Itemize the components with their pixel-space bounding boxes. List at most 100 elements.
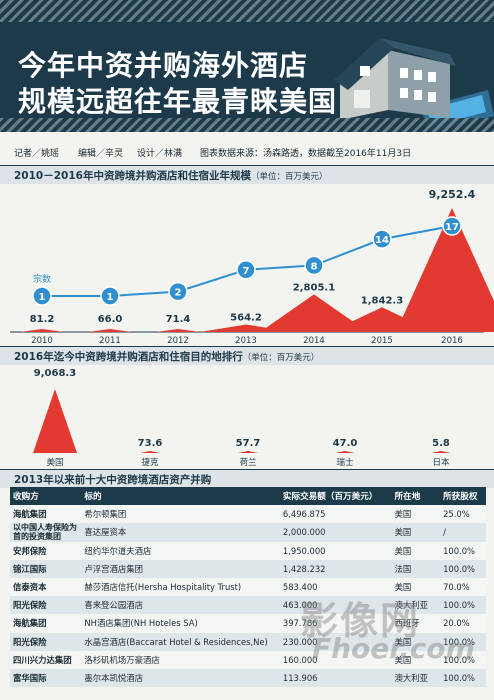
deal-count-label: 14 bbox=[375, 235, 389, 246]
table-cell: 463.000 bbox=[279, 596, 392, 615]
destination-triangle bbox=[335, 451, 355, 453]
destination-name-label: 瑞士 bbox=[336, 457, 354, 468]
design-credit: 设计／林满 bbox=[137, 149, 183, 159]
destination-value-label: 5.8 bbox=[432, 438, 450, 449]
value-triangle bbox=[88, 329, 132, 332]
title-line-2: 规模远超往年最青睐美国 bbox=[18, 85, 338, 118]
header-banner: 今年中资并购海外酒店 规模远超往年最青睐美国 bbox=[0, 0, 494, 132]
value-label: 564.2 bbox=[230, 312, 262, 323]
table-row: 信泰资本 赫莎酒店信托(Hersha Hospitality Trust) 583.… bbox=[10, 577, 486, 597]
value-label: 9,252.4 bbox=[429, 188, 476, 201]
deal-count-marker bbox=[236, 260, 256, 280]
table-cell: 墨尔本凯悦酒店 bbox=[81, 668, 280, 688]
table-header-cell: 所获股权 bbox=[440, 487, 486, 506]
table-cell: 安邦保险 bbox=[10, 541, 82, 560]
editor-credit: 编辑／辛灵 bbox=[78, 149, 124, 159]
destination-triangle bbox=[140, 451, 160, 453]
house-illustration bbox=[334, 38, 494, 132]
table-cell: NH酒店集团(NH Hoteles SA) bbox=[81, 614, 280, 633]
deal-count-label: 7 bbox=[243, 266, 250, 277]
table-cell: 70.0% bbox=[440, 577, 486, 597]
table-cell: 澳大利亚 bbox=[391, 668, 441, 688]
deal-count-marker bbox=[372, 229, 392, 249]
table-cell: 锦江国际 bbox=[10, 559, 82, 578]
year-tick-label: 2013 bbox=[235, 336, 257, 346]
table-cell: 160.000 bbox=[279, 650, 392, 669]
credits-row: 记者／姚瑶 编辑／辛灵 设计／林满 图表数据来源：汤森路透，数据截至2016年1… bbox=[0, 143, 494, 161]
table-cell: 洛杉矶机场万豪酒店 bbox=[81, 650, 280, 669]
table-cell: 美国 bbox=[391, 541, 441, 560]
table-cell: 6,496.875 bbox=[279, 505, 392, 524]
table-row: 海航集团 希尔顿集团 6,496.875 美国 25.0% bbox=[10, 505, 486, 524]
table-cell: 阳光保险 bbox=[10, 596, 82, 615]
table-row: 四川兴力达集团 洛杉矶机场万豪酒店 160.000 美国 100.0% bbox=[10, 650, 486, 669]
value-label: 2,805.1 bbox=[293, 282, 335, 293]
deal-count-label: 17 bbox=[445, 222, 459, 233]
table-cell: 美国 bbox=[391, 632, 441, 651]
table-cell: 阳光保险 bbox=[10, 632, 82, 651]
destination-name-label: 荷兰 bbox=[239, 457, 256, 468]
year-tick-label: 2015 bbox=[371, 336, 393, 346]
table-cell: 美国 bbox=[391, 505, 441, 524]
deal-count-marker bbox=[304, 255, 324, 276]
watermark-url: Fhoer.com bbox=[312, 632, 475, 665]
table-row: 阳光保险 喜来登公园酒店 463.000 澳大利亚 100.0% bbox=[10, 596, 486, 615]
watermark-text: 影像网 bbox=[300, 599, 421, 643]
destination-ranking-chart: 9,068.3 美国 73.6 捷克 57.7 荷兰 47.0 瑞士 5.8 日本 bbox=[33, 368, 451, 468]
table-cell: 397.786 bbox=[279, 614, 392, 633]
destination-triangle bbox=[431, 451, 451, 453]
year-tick-label: 2014 bbox=[303, 336, 325, 346]
table-title-bar: 2013年以来前十大中资跨境酒店资产并购 bbox=[0, 469, 494, 488]
table-cell: 信泰资本 bbox=[10, 577, 82, 597]
table-row: 富华国际 墨尔本凯悦酒店 113.906 澳大利亚 100.0% bbox=[10, 668, 486, 688]
table-cell: 230.000 bbox=[279, 632, 392, 651]
table-cell: 100.0% bbox=[440, 596, 486, 615]
chart1-title: 2010－2016年中资跨境并购酒店和住宿业年规模（单位：百万美元） bbox=[14, 170, 328, 182]
table-cell: 113.906 bbox=[279, 668, 392, 688]
table-cell: 美国 bbox=[391, 523, 441, 542]
value-label: 66.0 bbox=[98, 314, 123, 325]
table-cell: 20.0% bbox=[440, 614, 486, 633]
table-cell: 25.0% bbox=[440, 505, 486, 524]
table-cell: 喜达屋资本 bbox=[81, 523, 280, 542]
table-cell: 2,000.000 bbox=[279, 523, 392, 542]
table-header-cell: 收购方 bbox=[10, 487, 82, 506]
table-cell: 卢浮宫酒店集团 bbox=[81, 559, 280, 578]
destination-value-label: 57.7 bbox=[236, 438, 261, 449]
table-cell: 海航集团 bbox=[10, 614, 82, 633]
deal-count-label: 1 bbox=[107, 292, 114, 303]
deal-count-label: 2 bbox=[175, 288, 182, 299]
table-cell: 100.0% bbox=[440, 668, 486, 688]
table-header-cell: 实际交易额（百万美元） bbox=[279, 487, 392, 506]
table-cell: 法国 bbox=[391, 559, 441, 578]
table-header-cell: 所在地 bbox=[391, 487, 441, 506]
table-header-row: 收购方 标的 实际交易额（百万美元） 所在地 所获股权 bbox=[10, 487, 486, 506]
destination-name-label: 日本 bbox=[432, 457, 450, 468]
table-cell: 美国 bbox=[391, 650, 441, 669]
year-tick-label: 2010 bbox=[31, 336, 53, 346]
table-row: 安邦保险 纽约华尔道夫酒店 1,950.000 美国 100.0% bbox=[10, 541, 486, 560]
table-cell: 100.0% bbox=[440, 650, 486, 669]
destination-value-label: 47.0 bbox=[333, 438, 358, 449]
destination-triangle bbox=[238, 451, 258, 453]
table-cell: 纽约华尔道夫酒店 bbox=[81, 541, 280, 560]
destination-name-label: 捷克 bbox=[141, 457, 159, 468]
table-row: 海航集团 NH酒店集团(NH Hoteles SA) 397.786 西班牙 20.0% bbox=[10, 614, 486, 633]
value-triangle bbox=[156, 329, 200, 332]
table-cell: 美国 bbox=[391, 577, 441, 597]
table-row: 阳光保险 水晶宫酒店(Baccarat Hotel & Residences,Ne… bbox=[10, 632, 486, 651]
header-stripes-bottom bbox=[0, 118, 494, 132]
table-row: 锦江国际 卢浮宫酒店集团 1,428.232 法国 100.0% bbox=[10, 559, 486, 578]
table-cell: 喜来登公园酒店 bbox=[81, 596, 280, 615]
deal-count-marker bbox=[442, 216, 462, 236]
table-cell: 希尔顿集团 bbox=[81, 505, 280, 524]
chart2-title-bar: 2016年迄今中资跨境并购酒店和住宿目的地排行（单位：百万美元） bbox=[0, 346, 494, 365]
table-cell: / bbox=[440, 523, 486, 542]
source-credit: 图表数据来源：汤森路透，数据截至2016年11月3日 bbox=[200, 149, 412, 159]
value-label: 71.4 bbox=[166, 314, 191, 325]
table-cell: 1,428.232 bbox=[279, 559, 392, 578]
table-cell: 100.0% bbox=[440, 541, 486, 560]
table-cell: 100.0% bbox=[440, 632, 486, 651]
chart2-title: 2016年迄今中资跨境并购酒店和住宿目的地排行（单位：百万美元） bbox=[14, 351, 320, 363]
table-cell: 赫莎酒店信托(Hersha Hospitality Trust) bbox=[81, 577, 280, 597]
